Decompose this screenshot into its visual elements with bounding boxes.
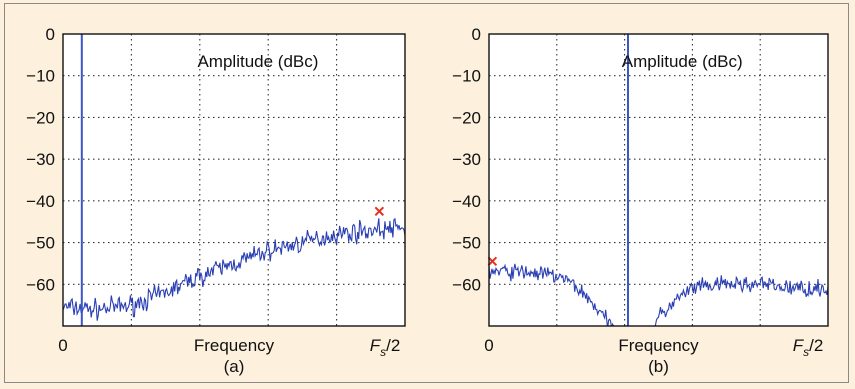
x-axis-label: Frequency — [618, 336, 699, 355]
y-tick-label: −20 — [26, 108, 55, 127]
x-tick-label: Fs/2 — [370, 336, 401, 359]
amplitude-annotation: Amplitude (dBc) — [622, 52, 743, 71]
plot-area — [63, 34, 405, 326]
figure-frame: 0 −10 −20 −30 −40 −50 −60 Amplitude (dBc) 0 Fs/2 F… — [4, 3, 849, 383]
y-tick-label: −50 — [452, 234, 481, 253]
panel-label: (a) — [224, 357, 245, 376]
y-tick-label: −30 — [26, 150, 55, 169]
y-tick-label: −40 — [452, 192, 481, 211]
chart-panel-b: 0 −10 −20 −30 −40 −50 −60 Amplitude (dBc) 0 Fs/2 F… — [452, 25, 828, 376]
x-tick-label: 0 — [484, 336, 493, 355]
y-tick-label: −40 — [26, 192, 55, 211]
x-tick-label: Fs/2 — [793, 336, 824, 359]
y-tick-label: −60 — [26, 275, 55, 294]
y-tick-label: −10 — [26, 67, 55, 86]
panel-label: (b) — [648, 357, 669, 376]
y-tick-label: −10 — [452, 67, 481, 86]
x-tick-suffix: /2 — [386, 336, 400, 355]
y-tick-label: −60 — [452, 275, 481, 294]
y-tick-label: −30 — [452, 150, 481, 169]
y-tick-label: 0 — [472, 25, 481, 44]
plot-area — [489, 34, 828, 326]
amplitude-annotation: Amplitude (dBc) — [197, 52, 318, 71]
spectrum-charts: 0 −10 −20 −30 −40 −50 −60 Amplitude (dBc) 0 Fs/2 F… — [5, 4, 847, 381]
x-tick-label: 0 — [58, 336, 67, 355]
y-tick-label: −20 — [452, 108, 481, 127]
x-axis-label: Frequency — [194, 336, 275, 355]
y-tick-label: 0 — [46, 25, 55, 44]
x-tick-suffix: /2 — [809, 336, 823, 355]
chart-panel-a: 0 −10 −20 −30 −40 −50 −60 Amplitude (dBc) 0 Fs/2 F… — [26, 25, 405, 376]
y-tick-label: −50 — [26, 234, 55, 253]
